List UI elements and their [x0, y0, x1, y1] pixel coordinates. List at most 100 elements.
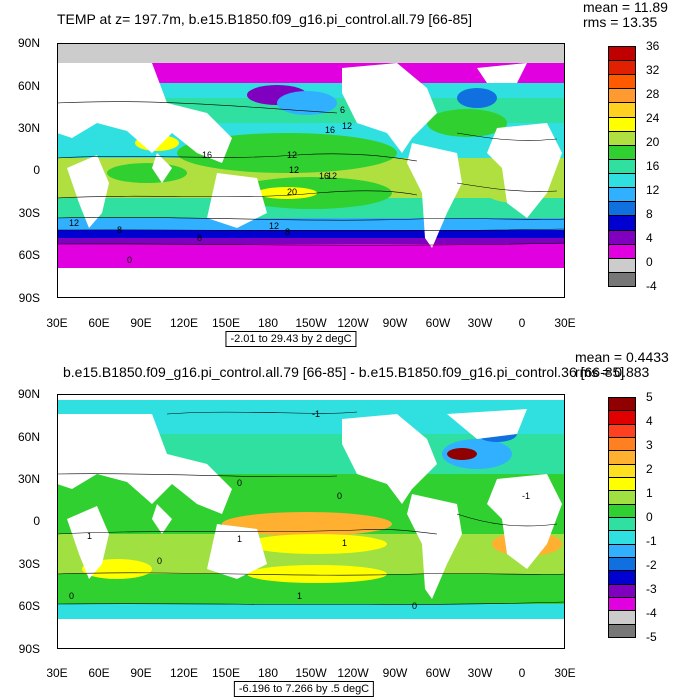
- lon-label: 60E: [88, 666, 110, 680]
- top-rms-stat: rms = 13.35: [583, 14, 658, 30]
- colorbar-label: -4: [646, 279, 657, 293]
- colorbar-swatch: [608, 158, 636, 175]
- contour-label: 1: [342, 538, 347, 548]
- lat-label: 30S: [18, 557, 40, 571]
- lat-label: 60S: [18, 599, 40, 613]
- lat-label: 90S: [18, 642, 40, 656]
- lon-label: 0: [518, 666, 526, 680]
- colorbar-swatch: [608, 102, 636, 118]
- colorbar-label: -5: [646, 630, 657, 644]
- colorbar-swatch: [608, 257, 636, 273]
- contour-label: 0: [157, 556, 162, 566]
- colorbar-swatch: [608, 46, 636, 62]
- lon-label: 150E: [211, 316, 241, 330]
- contour-label: 12: [327, 171, 337, 181]
- colorbar-label: 0: [646, 510, 653, 524]
- lon-label: 150E: [211, 666, 241, 680]
- lon-label: 120E: [169, 666, 199, 680]
- lon-label: 90W: [382, 316, 408, 330]
- lon-label: 30E: [46, 666, 68, 680]
- colorbar-swatch: [608, 477, 636, 492]
- colorbar-label: -1: [646, 534, 657, 548]
- colorbar-swatch: [608, 116, 636, 132]
- contour-label: 20: [287, 187, 297, 197]
- top-ocean-temperature-map: 16 12 8 20 12 16 12 8 12 8 0 16 12 6 12: [57, 43, 565, 298]
- top-mean-stat: mean = 11.89: [583, 0, 668, 15]
- contour-label: 1: [297, 591, 302, 601]
- contour-label: 12: [289, 165, 299, 175]
- colorbar-swatch: [608, 623, 636, 638]
- top-map-title: TEMP at z= 197.7m, b.e15.B1850.f09_g16.p…: [57, 11, 472, 27]
- contour-label: 1: [87, 531, 92, 541]
- lon-label: 150W: [295, 666, 327, 680]
- colorbar-label: 16: [646, 159, 660, 173]
- colorbar-swatch: [608, 463, 636, 478]
- contour-label: 0: [127, 255, 132, 265]
- colorbar-swatch: [608, 74, 636, 90]
- colorbar-swatch: [608, 144, 636, 160]
- lon-label: 30E: [46, 316, 68, 330]
- bottom-rms-stat: rms = 0.883: [575, 364, 650, 380]
- contour-label: 0: [69, 591, 74, 601]
- lat-label: 0: [33, 163, 40, 177]
- contour-label: 0: [412, 601, 417, 611]
- colorbar-swatch: [608, 173, 636, 189]
- contour-label: 8: [197, 233, 202, 243]
- colorbar-swatch: [608, 397, 636, 412]
- contour-label: 8: [117, 225, 122, 235]
- lat-label: 60S: [18, 248, 40, 262]
- bottom-colorbar: 5 4 3 2 1 0 -1 -2 -3 -4 -5: [608, 390, 657, 644]
- colorbar-swatch: [608, 543, 636, 558]
- lon-label: 30E: [554, 316, 576, 330]
- lat-label: 0: [33, 514, 40, 528]
- lon-label: 180: [257, 666, 279, 680]
- colorbar-label: -3: [646, 582, 657, 596]
- lon-label: 60E: [88, 316, 110, 330]
- bottom-mean-stat: mean = 0.4433: [575, 349, 669, 365]
- colorbar-swatch: [608, 490, 636, 505]
- colorbar-swatch: [608, 597, 636, 612]
- lat-label: 90N: [17, 36, 40, 50]
- colorbar-swatch: [608, 610, 636, 625]
- colorbar-label: 2: [646, 462, 653, 476]
- contour-label: 16: [202, 150, 212, 160]
- top-range-label: -2.01 to 29.43 by 2 degC: [225, 331, 357, 347]
- colorbar-label: 28: [646, 87, 660, 101]
- colorbar-swatch: [608, 229, 636, 245]
- lon-label: 30W: [467, 666, 493, 680]
- colorbar-swatch: [608, 583, 636, 598]
- colorbar-swatch: [608, 437, 636, 452]
- colorbar-label: 8: [646, 207, 653, 221]
- colorbar-swatch: [608, 271, 636, 287]
- colorbar-swatch: [608, 517, 636, 532]
- lon-label: 90W: [382, 666, 408, 680]
- contour-label: -1: [522, 491, 530, 501]
- colorbar-label: 3: [646, 438, 653, 452]
- colorbar-swatch: [608, 201, 636, 217]
- colorbar-label: 4: [646, 414, 653, 428]
- colorbar-swatch: [608, 410, 636, 425]
- colorbar-swatch: [608, 503, 636, 518]
- lon-label: 90E: [130, 666, 152, 680]
- lon-label: 0: [518, 316, 526, 330]
- top-map-plot: 16 12 8 20 12 16 12 8 12 8 0 16 12 6 12: [57, 43, 565, 298]
- colorbar-swatch: [608, 423, 636, 438]
- contour-label: 0: [237, 478, 242, 488]
- lon-label: 30W: [467, 316, 493, 330]
- contour-label: 1: [237, 534, 242, 544]
- contour-label: 6: [340, 105, 345, 115]
- colorbar-swatch: [608, 570, 636, 585]
- colorbar-label: 24: [646, 111, 660, 125]
- bottom-temperature-difference-map: -1 0 0 1 1 0 0 1 -1 0 1: [57, 394, 565, 649]
- lat-label: 30N: [17, 121, 40, 135]
- contour-label: 8: [285, 227, 290, 237]
- lon-label: 120E: [169, 316, 199, 330]
- top-colorbar: 36 32 28 24 20 16 12 8 4 0 -4: [608, 39, 659, 293]
- contour-label: 12: [69, 218, 79, 228]
- contour-label: 16: [319, 171, 329, 181]
- contour-label: -1: [312, 409, 320, 419]
- lat-label: 60N: [17, 430, 40, 444]
- colorbar-label: 36: [646, 39, 660, 53]
- bottom-map-title: b.e15.B1850.f09_g16.pi_control.all.79 [6…: [63, 364, 625, 380]
- contour-label: 12: [342, 121, 352, 131]
